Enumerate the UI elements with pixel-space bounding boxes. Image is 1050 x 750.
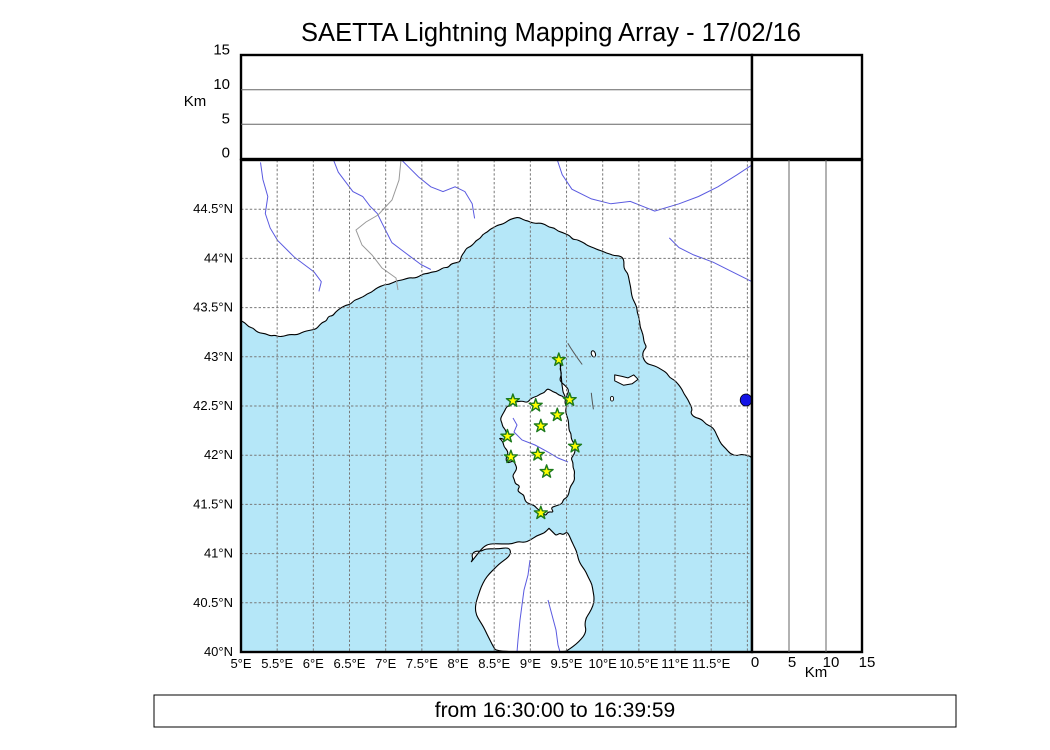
svg-text:from 16:30:00 to 16:39:59: from 16:30:00 to 16:39:59 — [435, 699, 676, 722]
svg-text:Km: Km — [805, 664, 828, 681]
svg-text:11.5°E: 11.5°E — [692, 656, 731, 671]
svg-text:10°E: 10°E — [589, 656, 618, 671]
svg-text:7.5°E: 7.5°E — [406, 656, 438, 671]
svg-text:9.5°E: 9.5°E — [551, 656, 583, 671]
svg-text:40.5°N: 40.5°N — [193, 595, 233, 610]
svg-text:0: 0 — [751, 654, 759, 671]
svg-text:10: 10 — [213, 76, 230, 93]
svg-text:42.5°N: 42.5°N — [193, 398, 233, 413]
svg-text:7°E: 7°E — [375, 656, 396, 671]
svg-text:43°N: 43°N — [204, 349, 233, 364]
svg-text:5: 5 — [222, 111, 230, 128]
svg-text:43.5°N: 43.5°N — [193, 300, 233, 315]
svg-text:0: 0 — [222, 145, 230, 162]
svg-text:8°E: 8°E — [447, 656, 468, 671]
svg-text:40°N: 40°N — [204, 644, 233, 659]
svg-text:15: 15 — [859, 654, 876, 671]
svg-text:6°E: 6°E — [303, 656, 324, 671]
svg-text:15: 15 — [213, 42, 230, 59]
svg-text:5.5°E: 5.5°E — [261, 656, 293, 671]
svg-text:44°N: 44°N — [204, 250, 233, 265]
svg-text:SAETTA Lightning Mapping Array: SAETTA Lightning Mapping Array - 17/02/1… — [301, 19, 801, 47]
svg-text:8.5°E: 8.5°E — [478, 656, 510, 671]
svg-text:5: 5 — [788, 654, 796, 671]
svg-text:41°N: 41°N — [204, 546, 233, 561]
svg-text:9°E: 9°E — [520, 656, 541, 671]
svg-text:44.5°N: 44.5°N — [193, 201, 233, 216]
svg-text:5°E: 5°E — [230, 656, 251, 671]
svg-text:10.5°E: 10.5°E — [619, 656, 659, 671]
svg-text:41.5°N: 41.5°N — [193, 496, 233, 511]
svg-text:6.5°E: 6.5°E — [334, 656, 366, 671]
svg-text:11°E: 11°E — [661, 656, 689, 671]
svg-text:42°N: 42°N — [204, 447, 233, 462]
svg-text:Km: Km — [184, 93, 207, 110]
